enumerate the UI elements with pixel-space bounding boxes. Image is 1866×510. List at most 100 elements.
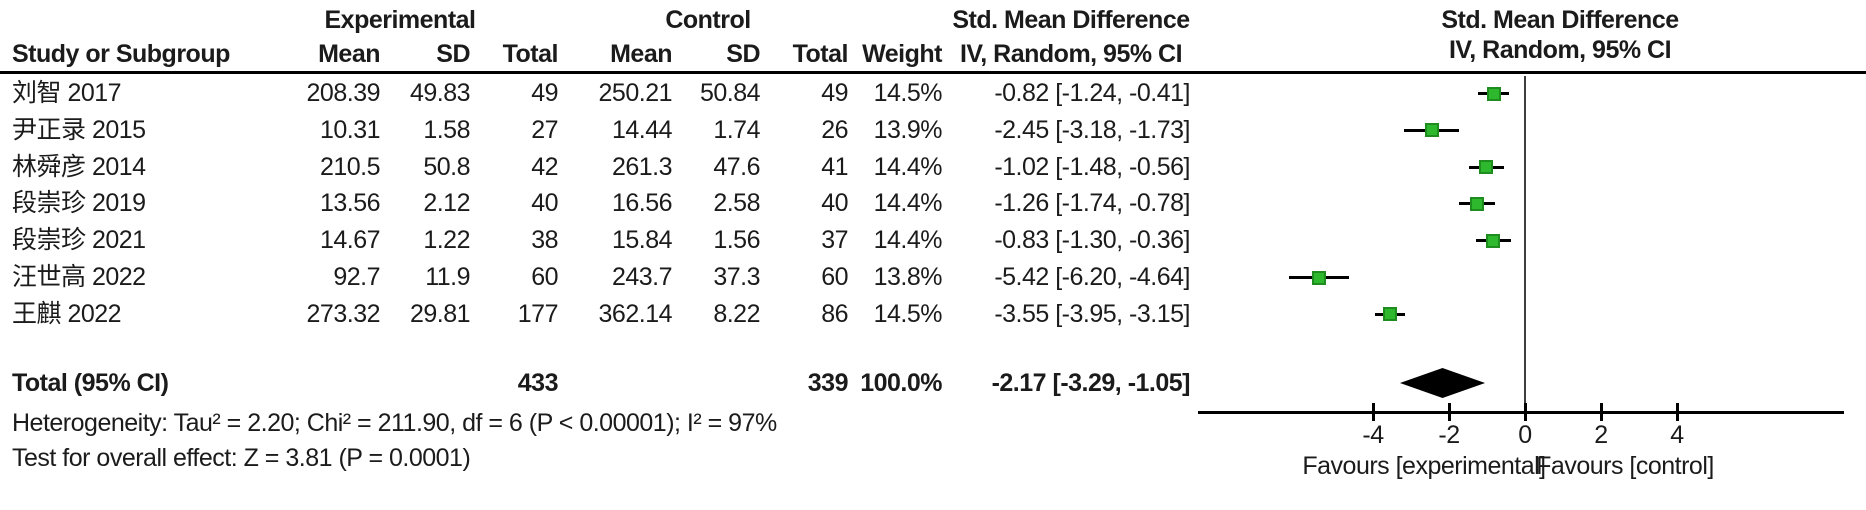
exp-mean-cell: 14.67 — [319, 226, 381, 255]
x-axis-line — [1198, 411, 1845, 414]
ctl-sd-cell: 50.84 — [699, 79, 761, 107]
smd-left-header: Std. Mean Difference — [952, 6, 1190, 34]
ci-text-cell: -5.42 [-6.20, -4.64] — [994, 263, 1190, 291]
axis-tick-label: 0 — [1518, 421, 1532, 449]
exp-total-cell: 177 — [517, 299, 559, 328]
exp-mean-cell: 92.7 — [333, 263, 380, 291]
ctl-mean-cell: 14.44 — [611, 115, 673, 144]
table-row: 尹正录 2015 10.31 1.58 27 14.44 1.74 26 13.… — [0, 112, 1200, 149]
study-name-cell: 刘智 2017 — [12, 79, 122, 107]
ctl-total-cell: 60 — [821, 263, 848, 291]
ctl-sd-header: SD — [726, 40, 760, 68]
ci-text-cell: -1.26 [-1.74, -0.78] — [994, 189, 1190, 218]
study-column-header: Study or Subgroup — [12, 40, 230, 68]
ci-text-cell: -2.45 [-3.18, -1.73] — [994, 115, 1190, 144]
exp-sd-cell: 2.12 — [423, 189, 470, 218]
exp-sd-header: SD — [436, 40, 470, 68]
ctl-sd-cell: 2.58 — [713, 189, 760, 218]
ctl-mean-cell: 261.3 — [611, 152, 673, 181]
axis-tick — [1523, 403, 1527, 421]
axis-tick-label: 2 — [1594, 421, 1608, 449]
ctl-mean-cell: 250.21 — [598, 79, 673, 107]
ci-text-cell: -0.82 [-1.24, -0.41] — [994, 79, 1190, 107]
ctl-total-cell: 40 — [821, 189, 848, 218]
table-row: 汪世高 2022 92.7 11.9 60 243.7 37.3 60 13.8… — [0, 259, 1200, 296]
exp-sd-cell: 50.8 — [423, 152, 470, 181]
study-name-cell: 段崇珍 2019 — [12, 189, 146, 218]
axis-tick — [1371, 403, 1375, 421]
effect-marker — [1424, 123, 1439, 138]
exp-mean-cell: 273.32 — [306, 299, 381, 328]
ctl-mean-cell: 362.14 — [598, 299, 673, 328]
total-weight: 100.0% — [860, 369, 942, 397]
exp-total-cell: 49 — [531, 79, 558, 107]
ctl-mean-cell: 243.7 — [611, 263, 673, 291]
weight-cell: 14.4% — [873, 189, 943, 218]
ci-left-column-header: IV, Random, 95% CI — [959, 40, 1183, 68]
study-name-cell: 段崇珍 2021 — [12, 226, 146, 255]
favours-right-label: Favours [control] — [1536, 452, 1714, 480]
table-row: 王麒 2022 273.32 29.81 177 362.14 8.22 86 … — [0, 296, 1200, 333]
exp-mean-header: Mean — [318, 40, 380, 68]
zero-line — [1524, 76, 1526, 413]
summary-diamond — [1399, 368, 1486, 398]
exp-total-cell: 60 — [531, 263, 558, 291]
ctl-total-cell: 26 — [821, 115, 848, 144]
study-name-cell: 林舜彦 2014 — [12, 152, 146, 181]
ctl-sd-cell: 1.74 — [713, 115, 760, 144]
ctl-sd-cell: 37.3 — [713, 263, 760, 291]
axis-tick-label: -2 — [1438, 421, 1460, 449]
smd-right-header: Std. Mean Difference — [1441, 6, 1679, 34]
effect-marker — [1486, 233, 1501, 248]
exp-total-cell: 27 — [531, 115, 558, 144]
axis-tick — [1675, 403, 1679, 421]
exp-sd-cell: 29.81 — [409, 299, 471, 328]
ctl-total-header: Total — [792, 40, 849, 68]
header-underline — [0, 71, 1866, 74]
total-label: Total (95% CI) — [12, 369, 169, 397]
ctl-sd-cell: 8.22 — [713, 299, 760, 328]
ctl-mean-cell: 15.84 — [611, 226, 673, 255]
ci-text-cell: -1.02 [-1.48, -0.56] — [994, 152, 1190, 181]
ctl-mean-cell: 16.56 — [611, 189, 673, 218]
ctl-total-cell: 86 — [821, 299, 848, 328]
total-row: Total (95% CI) 433 339 100.0% -2.17 [-3.… — [0, 365, 1200, 402]
total-ci-label: -2.17 [-3.29, -1.05] — [991, 369, 1191, 397]
ci-text-cell: -3.55 [-3.95, -3.15] — [994, 299, 1190, 328]
study-name-cell: 汪世高 2022 — [12, 263, 146, 291]
weight-cell: 13.8% — [873, 263, 943, 291]
axis-tick-label: 4 — [1670, 421, 1684, 449]
exp-mean-cell: 13.56 — [319, 189, 381, 218]
table-row: 段崇珍 2019 13.56 2.12 40 16.56 2.58 40 14.… — [0, 185, 1200, 222]
weight-cell: 14.5% — [873, 79, 943, 107]
total-exp-n: 433 — [517, 369, 559, 397]
exp-total-header: Total — [502, 40, 559, 68]
axis-tick-label: -4 — [1362, 421, 1384, 449]
ctl-mean-header: Mean — [610, 40, 672, 68]
table-row: 段崇珍 2021 14.67 1.22 38 15.84 1.56 37 14.… — [0, 222, 1200, 259]
weight-cell: 13.9% — [873, 115, 943, 144]
study-name-cell: 王麒 2022 — [12, 299, 122, 328]
exp-mean-cell: 10.31 — [319, 115, 381, 144]
exp-sd-cell: 11.9 — [425, 263, 470, 291]
weight-cell: 14.4% — [873, 152, 943, 181]
effect-marker — [1470, 196, 1485, 211]
heterogeneity-text: Heterogeneity: Tau² = 2.20; Chi² = 211.9… — [12, 409, 777, 437]
ctl-total-cell: 37 — [821, 226, 848, 255]
axis-tick — [1447, 403, 1451, 421]
favours-left-label: Favours [experimental] — [1302, 452, 1546, 480]
ctl-sd-cell: 1.56 — [713, 226, 760, 255]
exp-mean-cell: 210.5 — [319, 152, 381, 181]
ctl-total-cell: 49 — [821, 79, 848, 107]
exp-total-cell: 42 — [531, 152, 558, 181]
total-ctl-n: 339 — [807, 369, 849, 397]
table-row: 刘智 2017 208.39 49.83 49 250.21 50.84 49 … — [0, 75, 1200, 112]
column-header-row: Study or Subgroup Mean SD Total Mean SD … — [0, 36, 1200, 73]
weight-column-header: Weight — [862, 40, 942, 68]
ci-text-cell: -0.83 [-1.30, -0.36] — [994, 226, 1190, 255]
effect-marker — [1479, 160, 1494, 175]
exp-sd-cell: 1.22 — [423, 226, 470, 255]
exp-total-cell: 40 — [531, 189, 558, 218]
exp-total-cell: 38 — [531, 226, 558, 255]
